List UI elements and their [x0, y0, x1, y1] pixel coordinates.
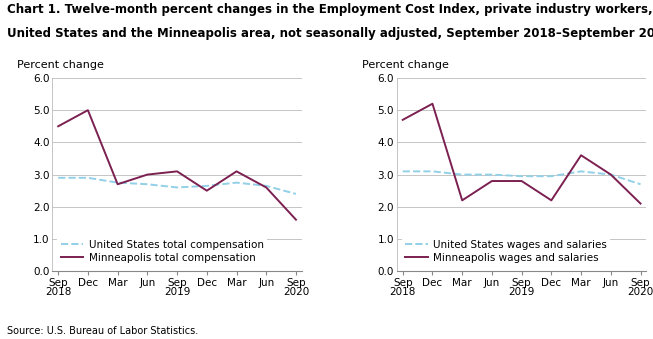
Minneapolis total compensation	[263, 185, 270, 190]
Minneapolis total compensation	[54, 124, 62, 128]
Minneapolis total compensation	[144, 173, 151, 177]
Line: Minneapolis total compensation: Minneapolis total compensation	[58, 110, 296, 220]
Minneapolis wages and salaries	[577, 153, 585, 157]
Text: Source: U.S. Bureau of Labor Statistics.: Source: U.S. Bureau of Labor Statistics.	[7, 326, 198, 336]
United States wages and salaries	[428, 170, 436, 174]
Minneapolis wages and salaries	[547, 198, 555, 202]
Minneapolis wages and salaries	[488, 179, 496, 183]
United States total compensation	[263, 184, 270, 188]
United States wages and salaries	[488, 173, 496, 177]
United States total compensation	[84, 176, 92, 180]
Minneapolis wages and salaries	[399, 118, 407, 122]
United States wages and salaries	[547, 174, 555, 178]
United States wages and salaries	[458, 173, 466, 177]
United States total compensation	[292, 192, 300, 196]
Minneapolis wages and salaries	[428, 102, 436, 106]
United States wages and salaries	[399, 170, 407, 174]
Minneapolis total compensation	[84, 108, 92, 112]
Legend: United States total compensation, Minneapolis total compensation: United States total compensation, Minnea…	[57, 237, 267, 266]
United States wages and salaries	[607, 173, 614, 177]
Minneapolis wages and salaries	[607, 173, 614, 177]
United States wages and salaries	[518, 174, 526, 178]
United States total compensation	[114, 181, 121, 185]
Text: Percent change: Percent change	[362, 60, 449, 70]
Text: United States and the Minneapolis area, not seasonally adjusted, September 2018–: United States and the Minneapolis area, …	[7, 27, 653, 40]
Line: United States total compensation: United States total compensation	[58, 178, 296, 194]
United States total compensation	[173, 185, 181, 190]
Minneapolis total compensation	[114, 182, 121, 186]
United States total compensation	[144, 182, 151, 186]
Line: Minneapolis wages and salaries: Minneapolis wages and salaries	[403, 104, 641, 203]
Minneapolis wages and salaries	[458, 198, 466, 202]
Minneapolis total compensation	[232, 170, 240, 174]
United States total compensation	[54, 176, 62, 180]
Text: Percent change: Percent change	[17, 60, 104, 70]
United States wages and salaries	[637, 182, 645, 186]
Minneapolis total compensation	[173, 170, 181, 174]
United States total compensation	[232, 181, 240, 185]
Line: United States wages and salaries: United States wages and salaries	[403, 172, 641, 184]
United States wages and salaries	[577, 170, 585, 174]
Minneapolis total compensation	[292, 218, 300, 222]
Minneapolis wages and salaries	[637, 201, 645, 205]
Minneapolis total compensation	[203, 188, 211, 193]
Text: Chart 1. Twelve-month percent changes in the Employment Cost Index, private indu: Chart 1. Twelve-month percent changes in…	[7, 3, 652, 16]
Legend: United States wages and salaries, Minneapolis wages and salaries: United States wages and salaries, Minnea…	[402, 237, 611, 266]
Minneapolis wages and salaries	[518, 179, 526, 183]
United States total compensation	[203, 184, 211, 188]
